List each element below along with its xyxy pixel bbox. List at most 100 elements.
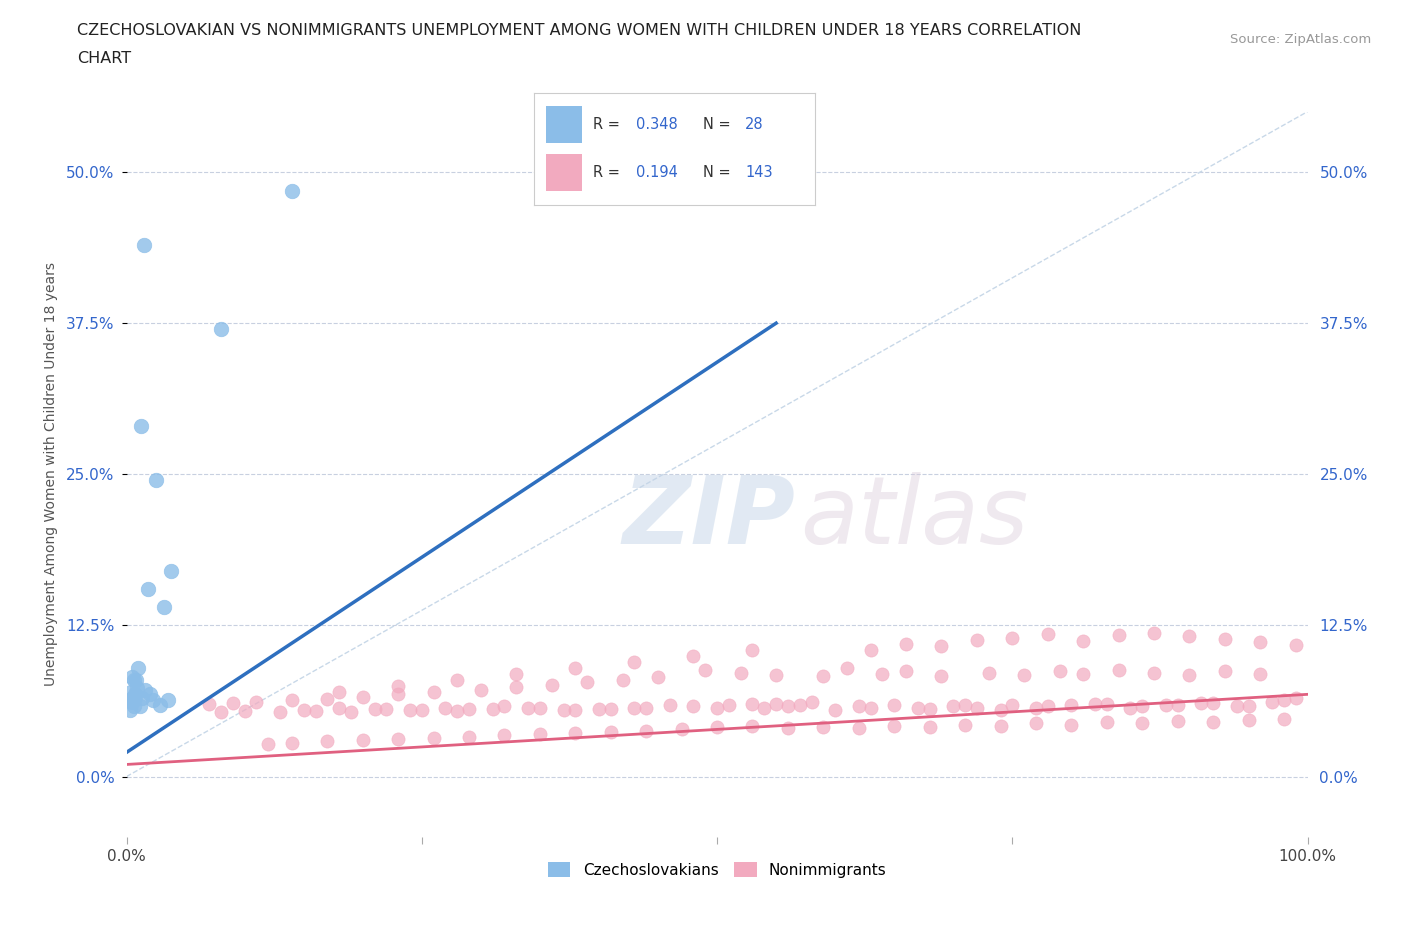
Point <box>281 693 304 708</box>
Point <box>121 694 143 709</box>
Point <box>446 672 468 687</box>
Point <box>387 687 409 702</box>
Point <box>588 701 610 716</box>
Point <box>1249 635 1271 650</box>
Point <box>139 687 162 702</box>
Point <box>1167 713 1189 728</box>
Point <box>658 698 681 712</box>
Point <box>706 720 728 735</box>
Point <box>1167 698 1189 712</box>
Point <box>682 648 704 663</box>
Point <box>859 700 882 715</box>
Point <box>134 682 156 697</box>
Point <box>292 703 315 718</box>
Point <box>1001 631 1024 645</box>
Point <box>316 734 339 749</box>
Point <box>122 672 145 687</box>
Point <box>706 700 728 715</box>
Point <box>671 722 693 737</box>
Point <box>636 724 658 738</box>
Point <box>977 665 1000 680</box>
Point <box>741 643 763 658</box>
Point <box>1272 711 1295 726</box>
Point <box>1095 715 1118 730</box>
FancyBboxPatch shape <box>546 106 582 143</box>
Point <box>529 727 551 742</box>
Point <box>894 636 917 651</box>
Text: CZECHOSLOVAKIAN VS NONIMMIGRANTS UNEMPLOYMENT AMONG WOMEN WITH CHILDREN UNDER 18: CZECHOSLOVAKIAN VS NONIMMIGRANTS UNEMPLO… <box>77 23 1081 38</box>
Point <box>1237 699 1260 714</box>
Point <box>966 700 988 715</box>
Point <box>1084 697 1107 711</box>
Point <box>1213 631 1236 646</box>
Point <box>1012 668 1035 683</box>
Point <box>966 632 988 647</box>
Point <box>233 704 256 719</box>
Point <box>281 184 304 199</box>
Point <box>612 672 634 687</box>
Point <box>647 670 669 684</box>
Point <box>363 701 385 716</box>
Point <box>931 669 953 684</box>
Point <box>1143 665 1166 680</box>
Point <box>340 705 363 720</box>
Point <box>127 660 149 675</box>
Text: Source: ZipAtlas.com: Source: ZipAtlas.com <box>1230 33 1371 46</box>
Text: R =: R = <box>593 165 624 179</box>
Point <box>1071 633 1094 648</box>
Point <box>931 639 953 654</box>
Point <box>1202 696 1225 711</box>
Point <box>153 600 176 615</box>
Point <box>1285 690 1308 706</box>
Point <box>458 729 481 744</box>
Point <box>1189 696 1212 711</box>
Point <box>125 672 148 687</box>
Point <box>883 698 905 712</box>
Point <box>765 668 787 683</box>
Point <box>953 698 976 712</box>
Point <box>918 701 941 716</box>
Point <box>1001 698 1024 712</box>
Point <box>1249 667 1271 682</box>
Point <box>1060 698 1083 712</box>
Point <box>623 655 645 670</box>
Point <box>894 664 917 679</box>
Point <box>128 699 150 714</box>
Point <box>470 682 492 697</box>
Point <box>387 679 409 694</box>
Point <box>1130 699 1153 714</box>
Point <box>918 720 941 735</box>
Point <box>1202 715 1225 730</box>
Point <box>328 684 350 699</box>
Point <box>269 705 291 720</box>
Point <box>316 692 339 707</box>
Point <box>741 718 763 733</box>
Point <box>1272 693 1295 708</box>
Point <box>564 660 586 675</box>
Point <box>953 717 976 732</box>
Point <box>481 701 503 716</box>
Point <box>1130 716 1153 731</box>
Point <box>422 730 444 745</box>
Point <box>1060 717 1083 732</box>
Point <box>120 693 142 708</box>
Point <box>1095 697 1118 711</box>
Point <box>599 701 621 716</box>
Point <box>848 721 870 736</box>
Text: 0.194: 0.194 <box>636 165 678 179</box>
Point <box>304 704 326 719</box>
Point <box>129 418 152 433</box>
Point <box>222 696 245 711</box>
Point <box>1119 700 1142 715</box>
Point <box>387 732 409 747</box>
Point <box>1154 698 1177 712</box>
Point <box>375 701 398 716</box>
Point <box>907 700 929 715</box>
FancyBboxPatch shape <box>546 154 582 192</box>
Point <box>682 699 704 714</box>
Point <box>529 700 551 715</box>
Point <box>623 700 645 715</box>
Point <box>1178 668 1201 683</box>
Point <box>813 720 835 735</box>
Point <box>281 736 304 751</box>
